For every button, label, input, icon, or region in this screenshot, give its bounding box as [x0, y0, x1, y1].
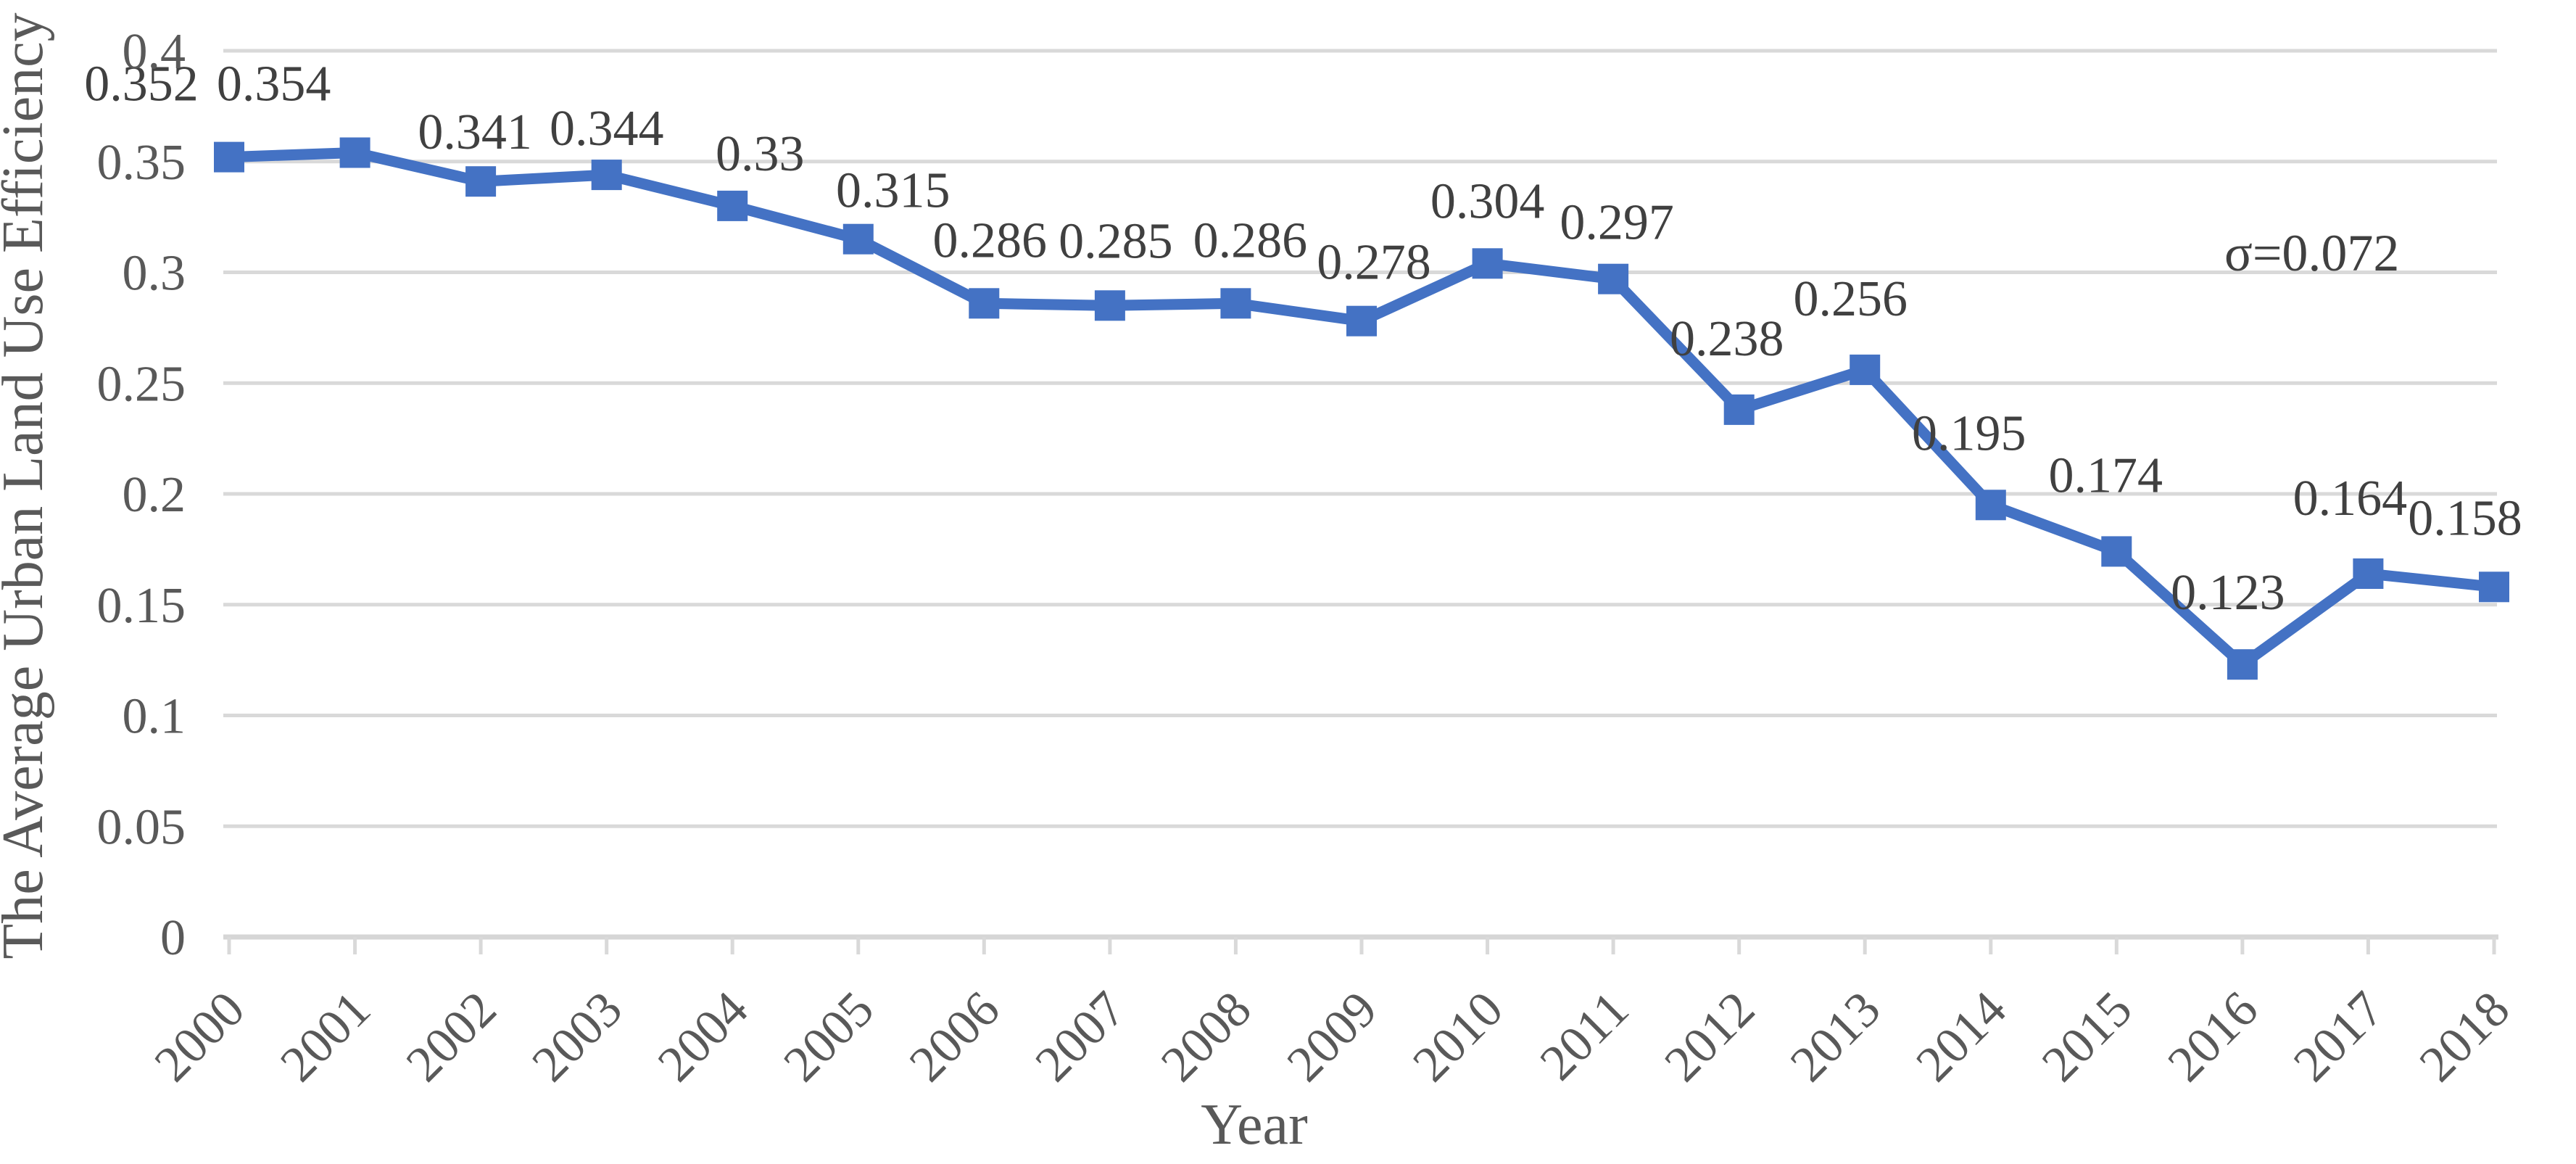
x-axis-tick-label: 2014: [1906, 981, 2017, 1092]
data-label: 0.341: [418, 104, 532, 160]
series-line: [228, 147, 2495, 670]
data-label: 0.286: [1193, 212, 1308, 268]
x-axis-tick-label: 2008: [1151, 981, 1262, 1092]
data-point-marker: [717, 190, 748, 221]
data-point-marker: [2101, 536, 2132, 567]
data-label: 0.238: [1670, 311, 1784, 367]
data-label: 0.344: [550, 101, 664, 157]
data-point-marker: [465, 166, 497, 197]
data-point-marker: [969, 288, 1000, 319]
y-axis-tick-label: 0.1: [123, 689, 186, 745]
x-axis-tick-label: 2017: [2283, 981, 2394, 1092]
data-label: 0.315: [836, 163, 951, 219]
data-label: 0.164: [2293, 471, 2408, 527]
data-point-marker: [1220, 288, 1251, 319]
x-axis-tick-label: 2010: [1402, 981, 1513, 1092]
x-axis-tick-label: 2000: [144, 981, 255, 1092]
data-label: 0.33: [716, 126, 805, 182]
data-point-marker: [1346, 305, 1377, 337]
data-point-marker: [1094, 290, 1125, 321]
data-label: 0.285: [1059, 213, 1173, 269]
data-label: 0.195: [1912, 405, 2026, 461]
x-axis-tick-label: 2018: [2409, 981, 2520, 1092]
data-point-marker: [2227, 649, 2258, 680]
y-axis-tick-label: 0.2: [123, 467, 186, 523]
data-label: 0.286: [933, 212, 1048, 268]
data-point-marker: [1723, 394, 1755, 425]
data-point-marker: [591, 160, 622, 191]
x-axis-tick-label: 2016: [2158, 981, 2269, 1092]
x-axis-tick-label: 2002: [396, 981, 507, 1092]
data-label: 0.123: [2171, 565, 2285, 621]
y-axis-tick-label: 0.4: [123, 24, 186, 80]
y-axis-title: The Average Urban Land Use Efficiency: [0, 12, 55, 959]
data-point-marker: [2479, 571, 2509, 603]
data-label: 0.297: [1560, 195, 1674, 251]
y-axis-tick-label: 0.05: [97, 799, 186, 855]
data-label: 0.354: [217, 57, 331, 112]
x-axis-tick-label: 2004: [647, 981, 758, 1092]
data-point-marker: [214, 141, 244, 173]
x-axis-tick-label: 2003: [522, 981, 633, 1092]
data-label: 0.278: [1317, 235, 1431, 291]
data-point-marker: [1975, 490, 2006, 521]
y-axis-tick-label: 0: [160, 910, 186, 966]
y-axis-tick-label: 0.35: [97, 135, 186, 191]
data-point-marker: [339, 137, 370, 168]
data-label: 0.304: [1430, 173, 1545, 229]
x-axis-title: Year: [1201, 1093, 1307, 1157]
x-axis-tick-label: 2011: [1530, 981, 1640, 1091]
data-label: 0.352: [84, 57, 199, 112]
x-axis-tick-label: 2009: [1277, 981, 1388, 1092]
data-point-marker: [2353, 558, 2384, 589]
sigma-annotation: σ=0.072: [2224, 224, 2399, 282]
data-label: 0.174: [2049, 447, 2163, 503]
data-point-marker: [1472, 248, 1503, 279]
y-axis-tick-label: 0.15: [97, 578, 186, 634]
x-axis-tick-label: 2005: [774, 981, 885, 1092]
data-point-marker: [842, 223, 874, 255]
x-axis-tick-label: 2006: [899, 981, 1010, 1092]
x-axis-tick-label: 2007: [1025, 981, 1136, 1092]
y-axis-tick-label: 0.25: [97, 356, 186, 412]
x-axis-tick-label: 2012: [1654, 981, 1765, 1092]
x-axis-tick-label: 2013: [1780, 981, 1891, 1092]
x-axis-tick-label: 2001: [270, 981, 381, 1092]
y-axis-tick-label: 0.3: [123, 246, 186, 302]
data-label: 0.256: [1793, 271, 1908, 327]
x-axis-tick-label: 2015: [2032, 981, 2142, 1092]
data-point-marker: [1850, 354, 1881, 385]
data-point-marker: [1598, 263, 1629, 294]
data-label: 0.158: [2408, 490, 2522, 546]
